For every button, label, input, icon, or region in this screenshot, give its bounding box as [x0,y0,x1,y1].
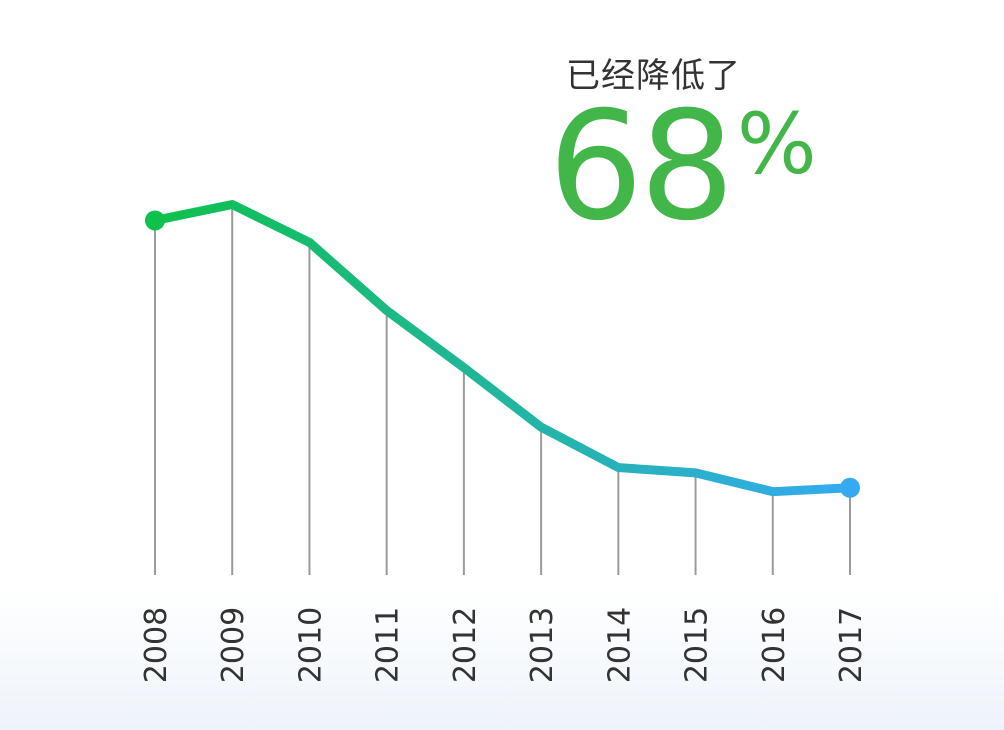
series [145,200,860,498]
series-line [150,200,855,497]
x-tick-label-2016: 2016 [757,607,792,683]
x-tick-label-2008: 2008 [139,607,174,683]
headline-value: 68% [548,92,817,242]
x-axis-ticks: 2008 2009 2010 2011 2012 2013 2014 2015 2016 2017 [139,607,869,683]
headline-caption: 已经降低了 [566,56,741,96]
x-tick-label-2014: 2014 [602,607,637,683]
x-tick-label-2017: 2017 [834,607,869,683]
end-point-marker [840,477,860,498]
x-tick-label-2015: 2015 [680,607,715,683]
x-tick-label-2010: 2010 [293,607,328,683]
headline-number: 68 [548,80,735,254]
x-tick-label-2009: 2009 [216,607,251,683]
x-tick-label-2011: 2011 [371,607,406,683]
drop-lines [154,204,851,575]
x-tick-label-2012: 2012 [448,607,483,683]
start-point-marker [145,210,165,231]
x-tick-label-2013: 2013 [525,607,560,683]
headline-unit: % [736,95,817,193]
